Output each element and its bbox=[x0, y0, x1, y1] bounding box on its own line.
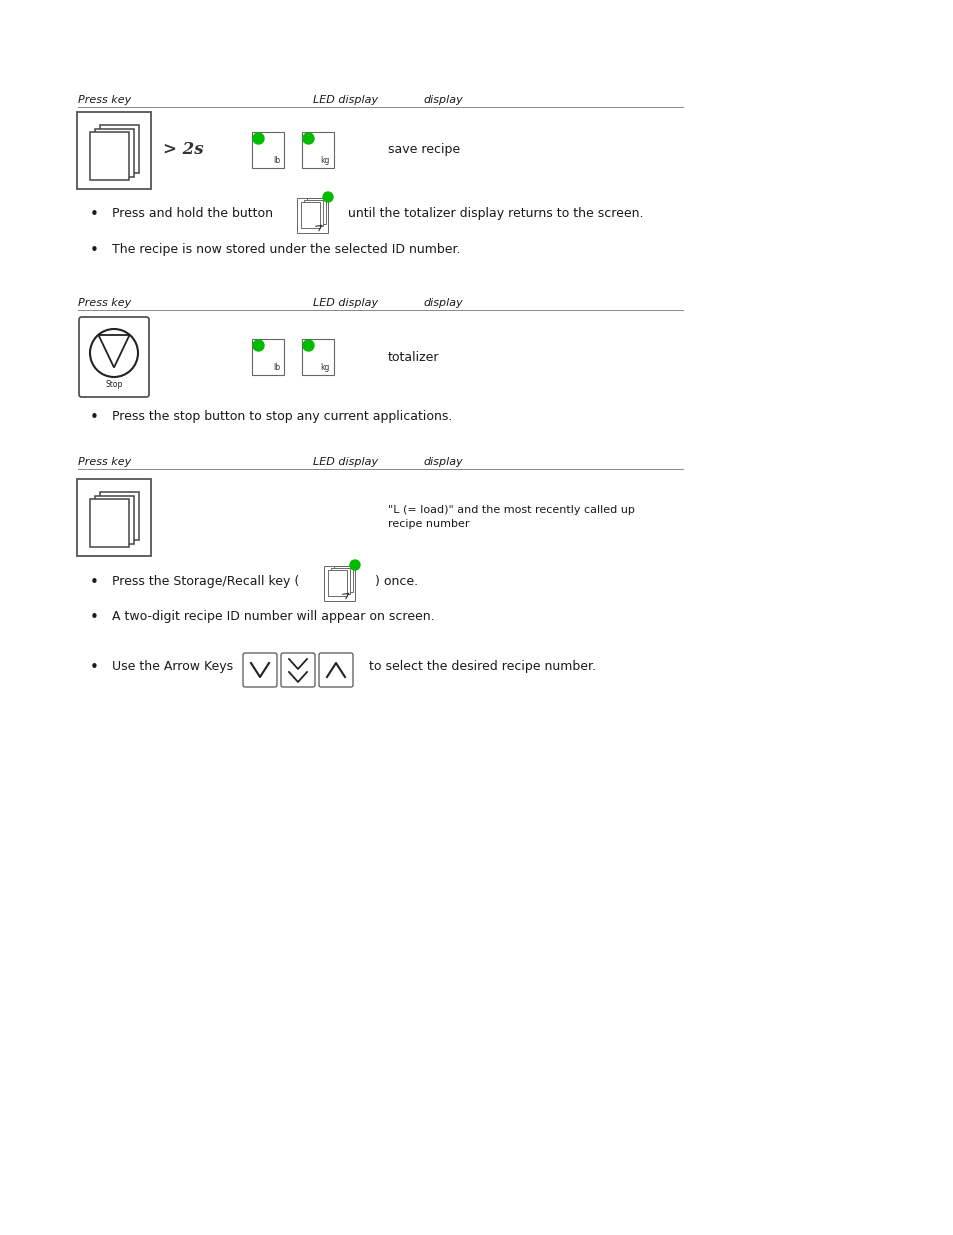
FancyBboxPatch shape bbox=[79, 317, 149, 396]
Text: save recipe: save recipe bbox=[388, 143, 459, 157]
Text: kg: kg bbox=[320, 363, 330, 372]
Text: LED display: LED display bbox=[313, 298, 377, 308]
Text: ) once.: ) once. bbox=[375, 576, 417, 588]
FancyBboxPatch shape bbox=[77, 478, 151, 556]
Bar bbox=[334, 567, 353, 592]
Text: •: • bbox=[90, 243, 99, 258]
FancyBboxPatch shape bbox=[323, 566, 355, 600]
Circle shape bbox=[253, 340, 264, 351]
Text: display: display bbox=[422, 298, 462, 308]
Text: Press key: Press key bbox=[78, 298, 132, 308]
Text: •: • bbox=[90, 610, 99, 625]
FancyBboxPatch shape bbox=[281, 653, 314, 687]
Text: •: • bbox=[90, 659, 99, 676]
Text: to select the desired recipe number.: to select the desired recipe number. bbox=[365, 659, 596, 673]
Circle shape bbox=[303, 133, 314, 144]
Text: Press and hold the button: Press and hold the button bbox=[112, 207, 276, 220]
Text: totalizer: totalizer bbox=[388, 351, 439, 363]
FancyBboxPatch shape bbox=[243, 653, 276, 687]
Bar bbox=[302, 132, 334, 168]
Bar bbox=[331, 568, 350, 594]
Text: •: • bbox=[90, 576, 99, 590]
Text: Press the Storage/Recall key (: Press the Storage/Recall key ( bbox=[112, 576, 299, 588]
Text: The recipe is now stored under the selected ID number.: The recipe is now stored under the selec… bbox=[112, 243, 460, 256]
Bar bbox=[328, 571, 347, 597]
Text: "L (= load)" and the most recently called up
recipe number: "L (= load)" and the most recently calle… bbox=[388, 505, 634, 529]
Circle shape bbox=[323, 191, 333, 203]
Bar bbox=[100, 126, 139, 173]
FancyBboxPatch shape bbox=[318, 653, 353, 687]
Text: LED display: LED display bbox=[313, 95, 377, 105]
Bar bbox=[301, 203, 319, 228]
Circle shape bbox=[303, 340, 314, 351]
Text: kg: kg bbox=[320, 156, 330, 165]
Bar bbox=[307, 199, 326, 224]
Text: display: display bbox=[422, 95, 462, 105]
Text: Press key: Press key bbox=[78, 457, 132, 467]
Text: •: • bbox=[90, 410, 99, 425]
Bar bbox=[95, 496, 134, 543]
Text: until the totalizer display returns to the screen.: until the totalizer display returns to t… bbox=[348, 207, 643, 220]
Text: Press key: Press key bbox=[78, 95, 132, 105]
Bar bbox=[302, 338, 334, 375]
Text: Press the stop button to stop any current applications.: Press the stop button to stop any curren… bbox=[112, 410, 452, 424]
Bar bbox=[252, 338, 284, 375]
Bar bbox=[90, 499, 130, 547]
Bar bbox=[100, 493, 139, 540]
Bar bbox=[304, 200, 323, 226]
Text: Use the Arrow Keys: Use the Arrow Keys bbox=[112, 659, 237, 673]
Text: •: • bbox=[90, 207, 99, 222]
Bar bbox=[252, 132, 284, 168]
Circle shape bbox=[253, 133, 264, 144]
Text: display: display bbox=[422, 457, 462, 467]
Text: LED display: LED display bbox=[313, 457, 377, 467]
Bar bbox=[95, 128, 134, 177]
Text: Stop: Stop bbox=[105, 380, 123, 389]
Bar bbox=[90, 132, 130, 180]
Text: lb: lb bbox=[273, 156, 280, 165]
Text: lb: lb bbox=[273, 363, 280, 372]
FancyBboxPatch shape bbox=[77, 111, 151, 189]
Text: > 2s: > 2s bbox=[163, 142, 203, 158]
FancyBboxPatch shape bbox=[296, 198, 327, 232]
Text: A two-digit recipe ID number will appear on screen.: A two-digit recipe ID number will appear… bbox=[112, 610, 435, 622]
Circle shape bbox=[350, 559, 359, 571]
